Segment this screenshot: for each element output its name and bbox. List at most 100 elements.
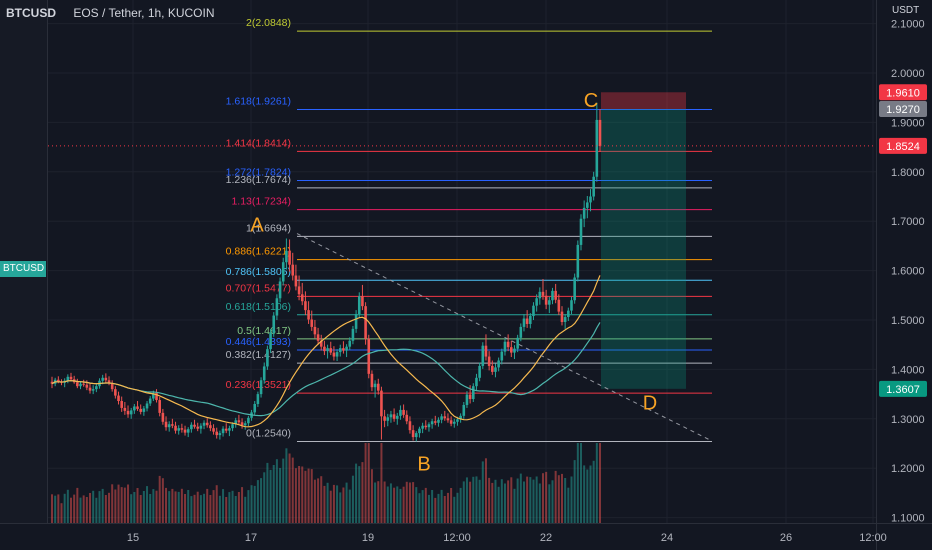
candle-body (50, 381, 54, 384)
candle-body (513, 348, 516, 353)
fib-level-label: 1.272(1.7824) (226, 166, 291, 178)
price-label-box (879, 101, 927, 118)
volume-bar (519, 473, 522, 523)
candle-body (243, 423, 247, 426)
volume-bar (408, 482, 411, 523)
volume-bar (326, 482, 329, 523)
volume-bar (73, 494, 76, 523)
candle-body (440, 416, 443, 420)
volume-bar (599, 443, 601, 523)
volume-bar (434, 497, 437, 523)
candle-body (338, 348, 342, 353)
candle-body (237, 420, 241, 423)
x-tick-label: 26 (780, 532, 792, 544)
candle-body (193, 424, 196, 427)
volume-bar (348, 489, 351, 523)
x-tick-label: 12:00 (443, 532, 471, 544)
candle-body (494, 367, 497, 372)
candle-body (231, 424, 234, 429)
candle-body (421, 425, 424, 429)
volume-bar (459, 487, 462, 523)
fib-level-label: 1(1.6694) (246, 222, 291, 234)
candle-body (548, 300, 551, 305)
volume-bar (196, 491, 199, 523)
volume-bar (545, 471, 548, 523)
volume-bar (70, 497, 73, 523)
volume-bar (456, 492, 459, 523)
candle-body (218, 433, 222, 436)
candle-body (437, 419, 440, 423)
candle-body (262, 366, 266, 381)
volume-bar (548, 484, 551, 523)
volume-bar (263, 472, 266, 523)
volume-bar (583, 465, 586, 523)
volume-bar (329, 490, 332, 523)
volume-bar (98, 491, 101, 523)
volume-bar (323, 485, 326, 523)
candle-body (228, 428, 231, 431)
volume-bar (564, 478, 567, 523)
candle-body (69, 376, 73, 380)
volume-bar (507, 480, 510, 523)
price-label: 1.9270 (886, 104, 920, 116)
candle-body (266, 349, 269, 367)
candle-body (468, 394, 472, 400)
candle-body (582, 207, 586, 219)
fib-level-label: 0.236(1.3521) (226, 379, 291, 391)
candle-body (319, 340, 323, 347)
volume-bar (247, 490, 250, 523)
x-tick-label: 22 (540, 532, 552, 544)
candle-body (446, 418, 450, 421)
volume-bar (231, 490, 234, 523)
candle-body (380, 390, 383, 417)
candle-body (326, 348, 329, 352)
candle-body (205, 422, 209, 426)
volume-bar (557, 475, 560, 523)
candle-body (101, 377, 104, 381)
volume-bar (595, 443, 598, 523)
trend-line (296, 233, 713, 442)
volume-bar (383, 481, 386, 523)
fib-level-label: 2(2.0848) (246, 17, 291, 29)
candle-body (481, 345, 485, 366)
volume-bar (351, 475, 354, 523)
candle-body (174, 425, 177, 431)
volume-bar (63, 493, 66, 523)
volume-bar (282, 458, 285, 523)
candle-body (478, 365, 481, 378)
volume-bar (431, 490, 434, 523)
volume-bar (225, 497, 228, 523)
volume-bar (500, 479, 503, 523)
volume-bar (554, 470, 557, 523)
candle-body (288, 250, 291, 265)
volume-bar (364, 443, 367, 523)
left-symbol-badge[interactable]: BTCUSD (0, 261, 46, 277)
candle-body (177, 428, 181, 431)
volume-bar (237, 492, 240, 523)
left-symbol[interactable]: BTCUSD (6, 6, 56, 20)
volume-bar (370, 469, 373, 523)
candle-body (82, 383, 85, 385)
candle-body (357, 296, 361, 315)
chart-title: EOS / Tether, 1h, KUCOIN (73, 6, 215, 20)
wave-label: A (250, 215, 264, 237)
volume-bar (130, 494, 133, 523)
candle-body (285, 250, 288, 263)
volume-bar (165, 487, 168, 523)
volume-bar (215, 485, 218, 523)
volume-bar (209, 495, 212, 523)
volume-bar (551, 480, 554, 523)
candle-body (551, 290, 554, 301)
volume-bar (396, 486, 399, 523)
volume-bar (114, 489, 117, 523)
candle-body (465, 394, 469, 405)
candle-body (449, 420, 453, 424)
candle-body (364, 306, 367, 339)
volume-bar (592, 460, 595, 523)
volume-bar (472, 476, 475, 523)
volume-bar (158, 475, 161, 523)
candle-body (142, 408, 146, 412)
wave-label: D (643, 393, 657, 415)
volume-bar (174, 491, 177, 523)
